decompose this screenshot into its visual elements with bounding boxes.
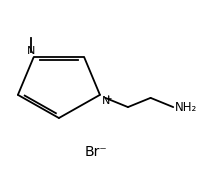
Text: N: N [27, 46, 35, 56]
Text: +: + [104, 93, 112, 103]
Text: N: N [102, 96, 110, 106]
Text: NH₂: NH₂ [175, 101, 197, 114]
Text: Br⁻: Br⁻ [84, 144, 107, 159]
